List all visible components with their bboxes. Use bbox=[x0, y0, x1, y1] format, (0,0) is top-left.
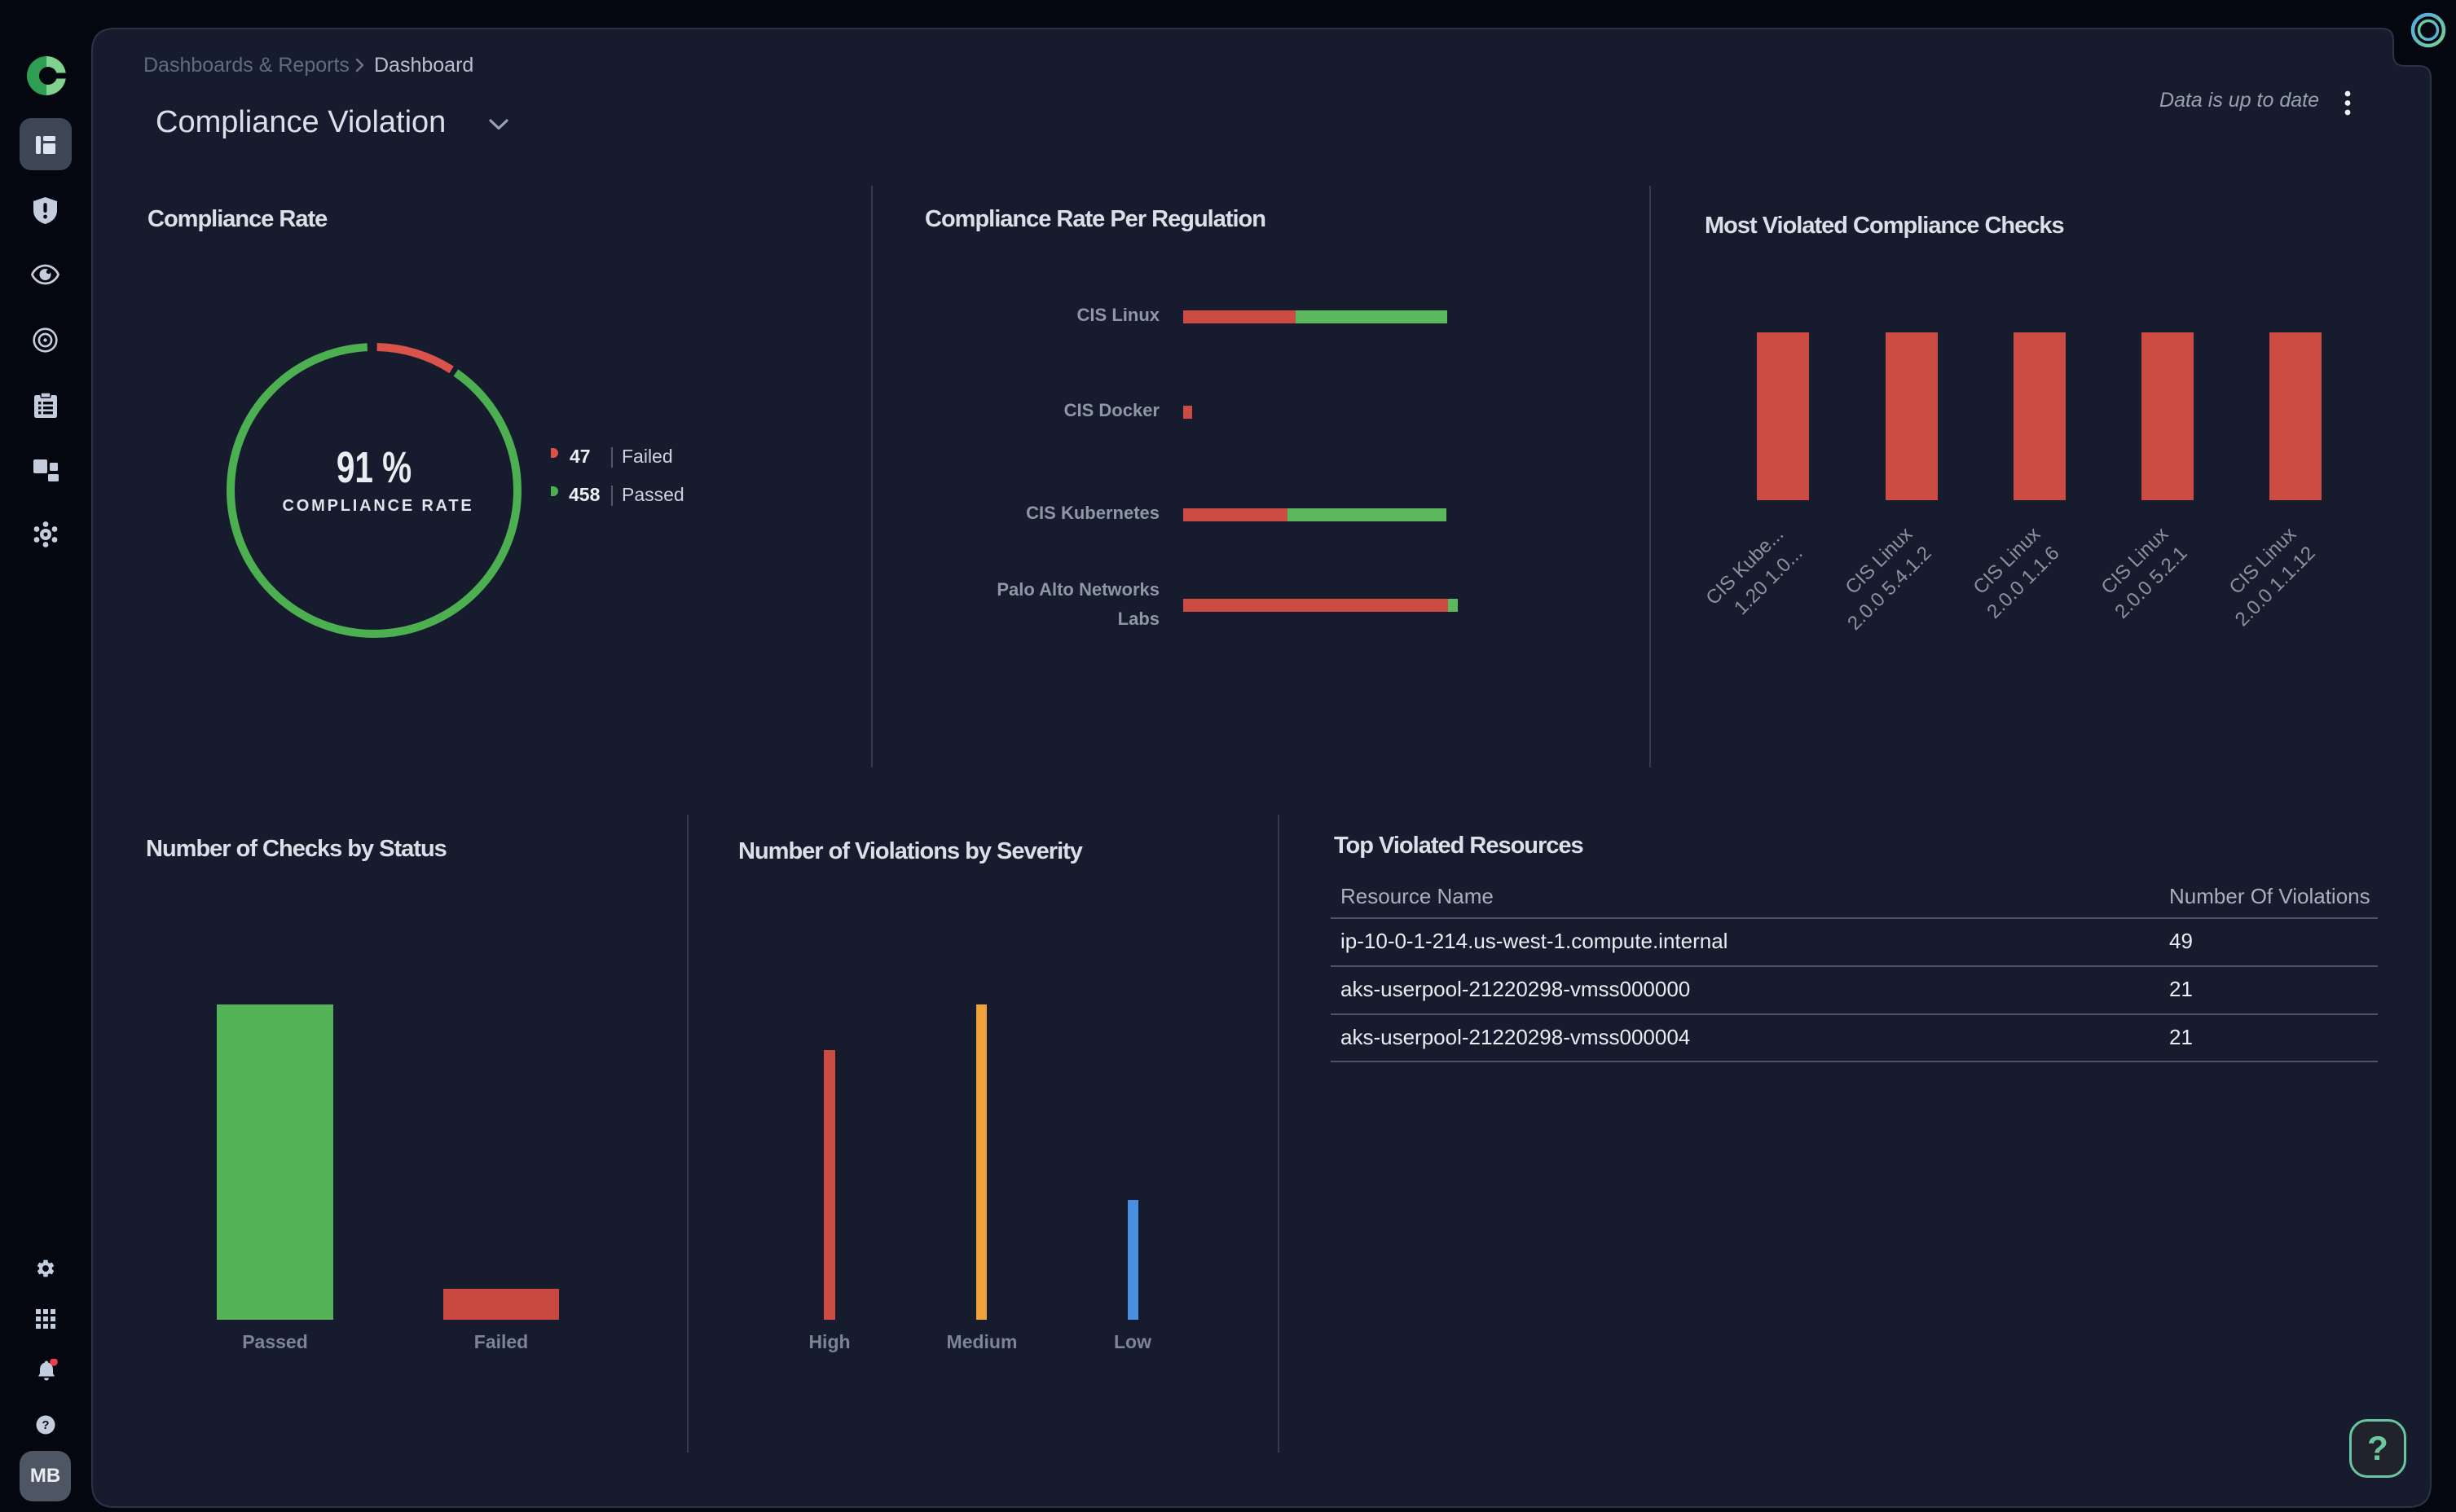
svg-text:?: ? bbox=[42, 1418, 49, 1432]
svg-text:CIS Linux2.0.0 1.1.6: CIS Linux2.0.0 1.1.6 bbox=[1964, 523, 2064, 623]
svg-text:CIS Kube...1.20 1.0...: CIS Kube...1.20 1.0... bbox=[1701, 523, 1807, 628]
svg-text:CIS Linux2.0.0 1.1.12: CIS Linux2.0.0 1.1.12 bbox=[2212, 523, 2320, 631]
svg-text:CIS Linux2.0.0 5.2.1: CIS Linux2.0.0 5.2.1 bbox=[2092, 523, 2192, 623]
svg-text:CIS Linux2.0.0 5.4.1.2: CIS Linux2.0.0 5.4.1.2 bbox=[1824, 523, 1936, 635]
